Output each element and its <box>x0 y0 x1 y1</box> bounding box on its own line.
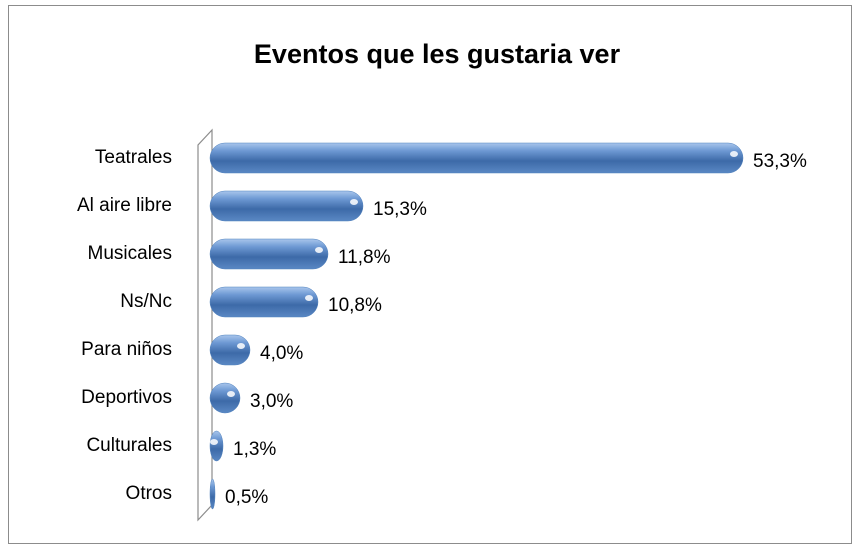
y-tick-label: Al aire libre <box>77 195 172 216</box>
data-label: 11,8% <box>338 247 391 268</box>
data-label: 0,5% <box>225 487 268 508</box>
bar <box>209 430 224 462</box>
y-tick-label: Deportivos <box>81 387 172 408</box>
data-label: 4,0% <box>260 343 303 364</box>
data-label: 15,3% <box>373 199 427 220</box>
bar <box>209 238 329 270</box>
plot-wall <box>197 128 213 522</box>
y-tick-label: Para niños <box>81 339 172 360</box>
data-label: 53,3% <box>753 151 807 172</box>
bar-highlight <box>227 391 235 397</box>
y-tick-label: Ns/Nc <box>120 291 172 312</box>
chart-title: Eventos que les gustaria ver <box>254 39 621 69</box>
y-tick-label: Otros <box>126 483 172 504</box>
bar-highlight <box>210 439 218 445</box>
chart-frame <box>8 5 852 544</box>
data-label: 10,8% <box>328 295 382 316</box>
data-label: 1,3% <box>233 439 276 460</box>
bar-highlight <box>350 199 358 205</box>
bar-highlight <box>315 247 323 253</box>
bar-highlight <box>730 151 738 157</box>
bar-highlight <box>305 295 313 301</box>
bar <box>209 334 251 366</box>
data-label: 3,0% <box>250 391 293 412</box>
bar-highlight <box>237 343 245 349</box>
y-tick-label: Musicales <box>88 243 172 264</box>
y-tick-label: Culturales <box>86 435 172 456</box>
bar <box>209 382 241 414</box>
bar <box>209 190 364 222</box>
bar <box>209 142 744 174</box>
bar <box>209 478 216 510</box>
y-tick-label: Teatrales <box>95 147 172 168</box>
bar <box>209 286 319 318</box>
